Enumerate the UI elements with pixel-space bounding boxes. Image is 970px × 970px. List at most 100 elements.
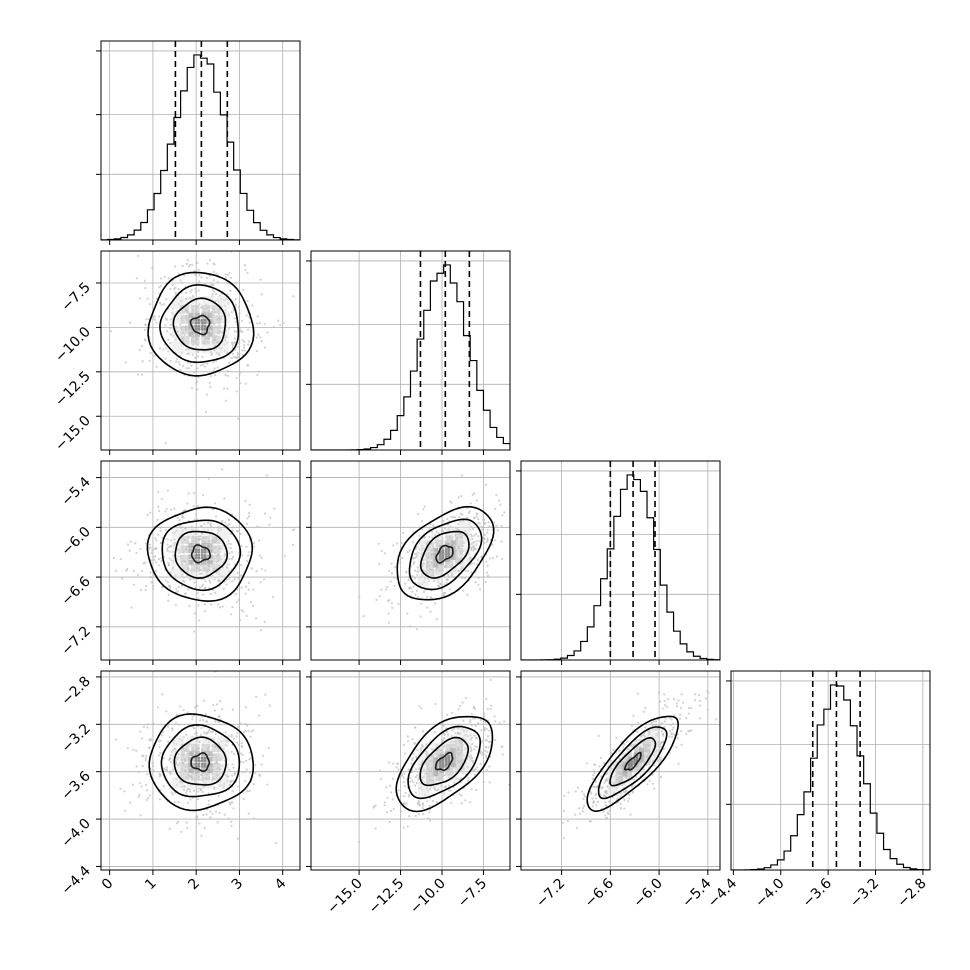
scatter-point xyxy=(652,787,656,790)
scatter-point xyxy=(235,600,238,604)
density-cell xyxy=(188,554,194,559)
density-cell xyxy=(201,756,207,762)
scatter-point xyxy=(144,286,147,290)
scatter-point xyxy=(224,731,227,734)
scatter-point xyxy=(162,785,165,788)
scatter-point xyxy=(176,517,179,520)
density-cell xyxy=(188,559,194,565)
scatter-point xyxy=(214,732,217,735)
scatter-point xyxy=(232,737,236,740)
scatter-point xyxy=(240,586,243,589)
scatter-point xyxy=(232,766,235,769)
scatter-point xyxy=(291,528,294,532)
scatter-point xyxy=(188,788,191,791)
scatter-point xyxy=(164,357,167,360)
scatter-point xyxy=(128,549,131,552)
scatter-point xyxy=(409,777,412,780)
density-cell xyxy=(439,550,445,555)
density-cell xyxy=(194,325,200,331)
scatter-point xyxy=(445,581,448,585)
x-tick-label: −6.0 xyxy=(631,876,666,911)
scatter-point xyxy=(475,499,478,502)
density-cell xyxy=(194,318,198,322)
scatter-point xyxy=(548,717,550,719)
density-cell xyxy=(441,758,445,761)
density-cell xyxy=(216,749,230,762)
scatter-point xyxy=(148,547,151,551)
scatter-point xyxy=(597,734,600,737)
scatter-point xyxy=(246,554,250,557)
scatter-point xyxy=(483,537,486,540)
scatter-point xyxy=(165,768,169,771)
scatter-point xyxy=(143,328,147,332)
scatter-point xyxy=(230,733,233,737)
density-cell xyxy=(445,743,454,752)
scatter-point xyxy=(680,693,683,696)
scatter-point xyxy=(603,791,607,794)
density-cell xyxy=(194,762,200,768)
scatter-point xyxy=(472,759,475,762)
scatter-point xyxy=(168,736,171,739)
scatter-point xyxy=(418,804,421,807)
density-cell xyxy=(441,554,445,557)
scatter-point xyxy=(135,765,138,768)
scatter-point xyxy=(362,615,365,618)
scatter-point xyxy=(467,776,470,780)
density-cell xyxy=(444,761,448,764)
scatter-point xyxy=(562,837,566,840)
scatter-point xyxy=(197,376,200,379)
scatter-point xyxy=(433,731,436,734)
scatter-point xyxy=(429,596,432,599)
density-cell xyxy=(630,761,633,764)
scatter-point xyxy=(484,754,488,757)
scatter-point xyxy=(421,807,424,810)
density-cell xyxy=(188,548,194,554)
scatter-point xyxy=(463,577,466,580)
scatter-point xyxy=(385,585,389,589)
scatter-point xyxy=(169,760,172,764)
scatter-point xyxy=(197,597,200,600)
scatter-point xyxy=(415,781,418,785)
density-cell xyxy=(454,531,463,540)
scatter-point xyxy=(485,739,489,742)
scatter-point xyxy=(680,743,683,746)
density-cell xyxy=(180,563,190,572)
scatter-point xyxy=(167,593,170,596)
scatter-point xyxy=(472,546,475,549)
scatter-point xyxy=(202,731,206,734)
x-tick-label: 2 xyxy=(185,876,203,894)
scatter-point xyxy=(252,542,256,545)
scatter-point xyxy=(166,725,170,728)
scatter-point xyxy=(628,793,631,796)
scatter-point xyxy=(411,737,414,741)
scatter-point xyxy=(661,733,664,736)
density-cell xyxy=(426,568,435,577)
scatter-point xyxy=(228,523,231,526)
density-cell xyxy=(211,545,221,554)
scatter-point xyxy=(194,356,197,359)
density-cell xyxy=(216,554,230,567)
scatter-point xyxy=(663,700,666,703)
scatter-point xyxy=(217,354,220,357)
scatter-point xyxy=(184,593,187,596)
scatter-point xyxy=(471,761,474,764)
scatter-point xyxy=(243,349,246,352)
scatter-point xyxy=(157,558,160,561)
density-cell xyxy=(417,762,430,774)
density-cell xyxy=(444,548,448,551)
density-cell xyxy=(439,759,445,764)
scatter-point xyxy=(383,552,386,555)
scatter-point xyxy=(246,517,249,520)
scatter-point xyxy=(652,720,656,723)
density-cell xyxy=(200,318,204,322)
density-cell xyxy=(211,304,221,314)
density-cell xyxy=(444,542,450,548)
scatter-point xyxy=(171,283,174,286)
scatter-point xyxy=(274,841,278,845)
scatter-point xyxy=(595,785,598,788)
scatter-point xyxy=(200,726,203,730)
scatter-point xyxy=(249,757,253,760)
scatter-point xyxy=(459,568,463,571)
scatter-point xyxy=(198,822,201,825)
scatter-point xyxy=(698,704,701,707)
